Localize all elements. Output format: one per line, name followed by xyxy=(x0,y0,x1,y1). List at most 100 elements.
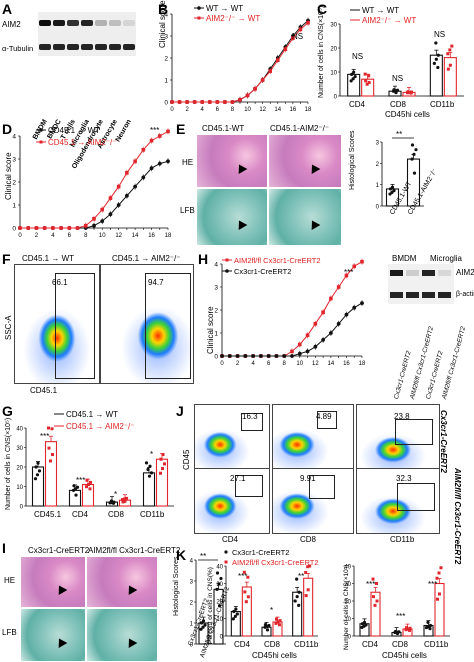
arrowhead-icon xyxy=(124,582,137,595)
data-point xyxy=(306,21,310,25)
cat-g-3: CD8 xyxy=(108,510,125,519)
row-e-lfb: LFB xyxy=(180,206,195,215)
data-point xyxy=(297,351,302,356)
bar xyxy=(443,57,457,97)
y-tick-label: 1 xyxy=(214,331,218,338)
western-blot-h xyxy=(388,264,454,304)
y-tick-label: 3 xyxy=(190,580,194,586)
lfb-stain-image xyxy=(268,188,342,246)
data-point xyxy=(49,459,52,463)
gate-f-1: 66.1 xyxy=(52,278,68,287)
data-point xyxy=(124,193,129,198)
flow-gate xyxy=(145,273,191,379)
legend-g-1: CD45.1 → WT xyxy=(66,410,119,419)
data-point xyxy=(121,498,124,502)
y-tick-label: 0 xyxy=(348,635,352,641)
y-tick-label: 20 xyxy=(344,600,351,606)
data-point xyxy=(274,354,279,358)
blot-band-tubulin xyxy=(123,44,135,50)
data-point xyxy=(192,100,197,104)
data-point xyxy=(446,52,450,56)
data-point xyxy=(412,152,416,156)
cat-g-4: CD11b xyxy=(140,510,165,519)
xlabel-k-left: CD45hi cells xyxy=(252,651,297,660)
blot-band-aim2 xyxy=(406,270,419,276)
data-point xyxy=(436,53,440,57)
legend-h-1: AIM2fl/fl Cx3cr1-CreERT2 xyxy=(234,256,321,265)
x-tick-label: 2 xyxy=(185,107,189,113)
x-tick-label: 8 xyxy=(231,107,235,113)
arrowhead-icon xyxy=(124,635,137,648)
x-tick-label: 12 xyxy=(312,361,319,367)
data-point xyxy=(85,478,89,482)
bar xyxy=(261,626,272,637)
legend-mark xyxy=(224,560,228,564)
data-point xyxy=(268,69,273,73)
flow-gate xyxy=(395,419,433,445)
xlabel-j-1: CD4 xyxy=(222,535,239,544)
panel-label-j: J xyxy=(176,403,184,419)
data-point xyxy=(243,354,248,358)
blot-h-row-actin: β-actin xyxy=(456,291,474,298)
data-point xyxy=(121,500,125,504)
data-point xyxy=(133,184,138,189)
blot-band-aim2 xyxy=(438,270,451,276)
data-point xyxy=(220,354,224,358)
data-point xyxy=(149,166,154,171)
y-tick-label: 1 xyxy=(164,78,168,85)
data-point xyxy=(146,467,150,472)
x-tick-label: 10 xyxy=(99,233,106,239)
panel-label-k: K xyxy=(176,547,187,563)
data-point xyxy=(242,570,246,574)
ylabel-k-left: Percent of cells in CNS(%) xyxy=(207,567,214,644)
data-point xyxy=(147,474,152,478)
y-tick-label: 20 xyxy=(330,47,337,53)
data-point xyxy=(298,27,303,32)
data-point xyxy=(432,61,436,65)
sig-g-3: * xyxy=(114,490,118,499)
data-point xyxy=(123,497,126,501)
data-point xyxy=(217,582,221,586)
x-tick-label: 6 xyxy=(267,361,271,367)
legend-mark xyxy=(39,128,43,132)
data-point xyxy=(278,619,282,623)
flow-gate xyxy=(397,483,435,511)
data-point xyxy=(133,159,137,164)
data-point xyxy=(367,74,371,78)
data-point xyxy=(161,467,164,471)
ylabel-e: Histological Scores xyxy=(349,130,356,190)
flow-gate xyxy=(309,475,335,499)
data-point xyxy=(215,571,220,575)
y-tick-label: 20 xyxy=(216,600,223,606)
x-tick-label: 10 xyxy=(244,107,251,113)
sig-k-r-1: *** xyxy=(366,580,376,589)
legend-c-1: WT → WT xyxy=(362,6,400,15)
data-point xyxy=(344,273,349,278)
data-point xyxy=(352,264,357,269)
x-tick-label: 14 xyxy=(132,233,139,239)
data-point xyxy=(74,493,78,497)
data-point xyxy=(203,623,207,627)
y-tick-label: 30 xyxy=(344,582,351,588)
data-point xyxy=(116,184,121,189)
data-point xyxy=(72,484,76,488)
data-point xyxy=(404,628,408,632)
data-point xyxy=(159,457,163,461)
data-point xyxy=(201,619,206,623)
y-tick-label: 4 xyxy=(190,559,194,565)
data-point xyxy=(238,98,242,102)
cat-k-r-3: CD11b xyxy=(424,640,449,649)
data-point xyxy=(47,426,50,430)
x-tick-label: 8 xyxy=(84,233,88,239)
data-point xyxy=(360,301,364,305)
arrowhead-icon xyxy=(307,217,320,230)
y-tick-label: 1 xyxy=(376,183,380,189)
data-point xyxy=(283,47,288,51)
x-tick-label: 14 xyxy=(274,107,281,113)
y-tick-label: 10 xyxy=(216,617,223,623)
data-point xyxy=(233,614,237,619)
gate-j-1-1: 16.3 xyxy=(242,412,258,421)
cat-k-l-2: CD8 xyxy=(264,640,281,649)
data-point xyxy=(406,90,410,94)
he-stain-image xyxy=(20,556,86,608)
